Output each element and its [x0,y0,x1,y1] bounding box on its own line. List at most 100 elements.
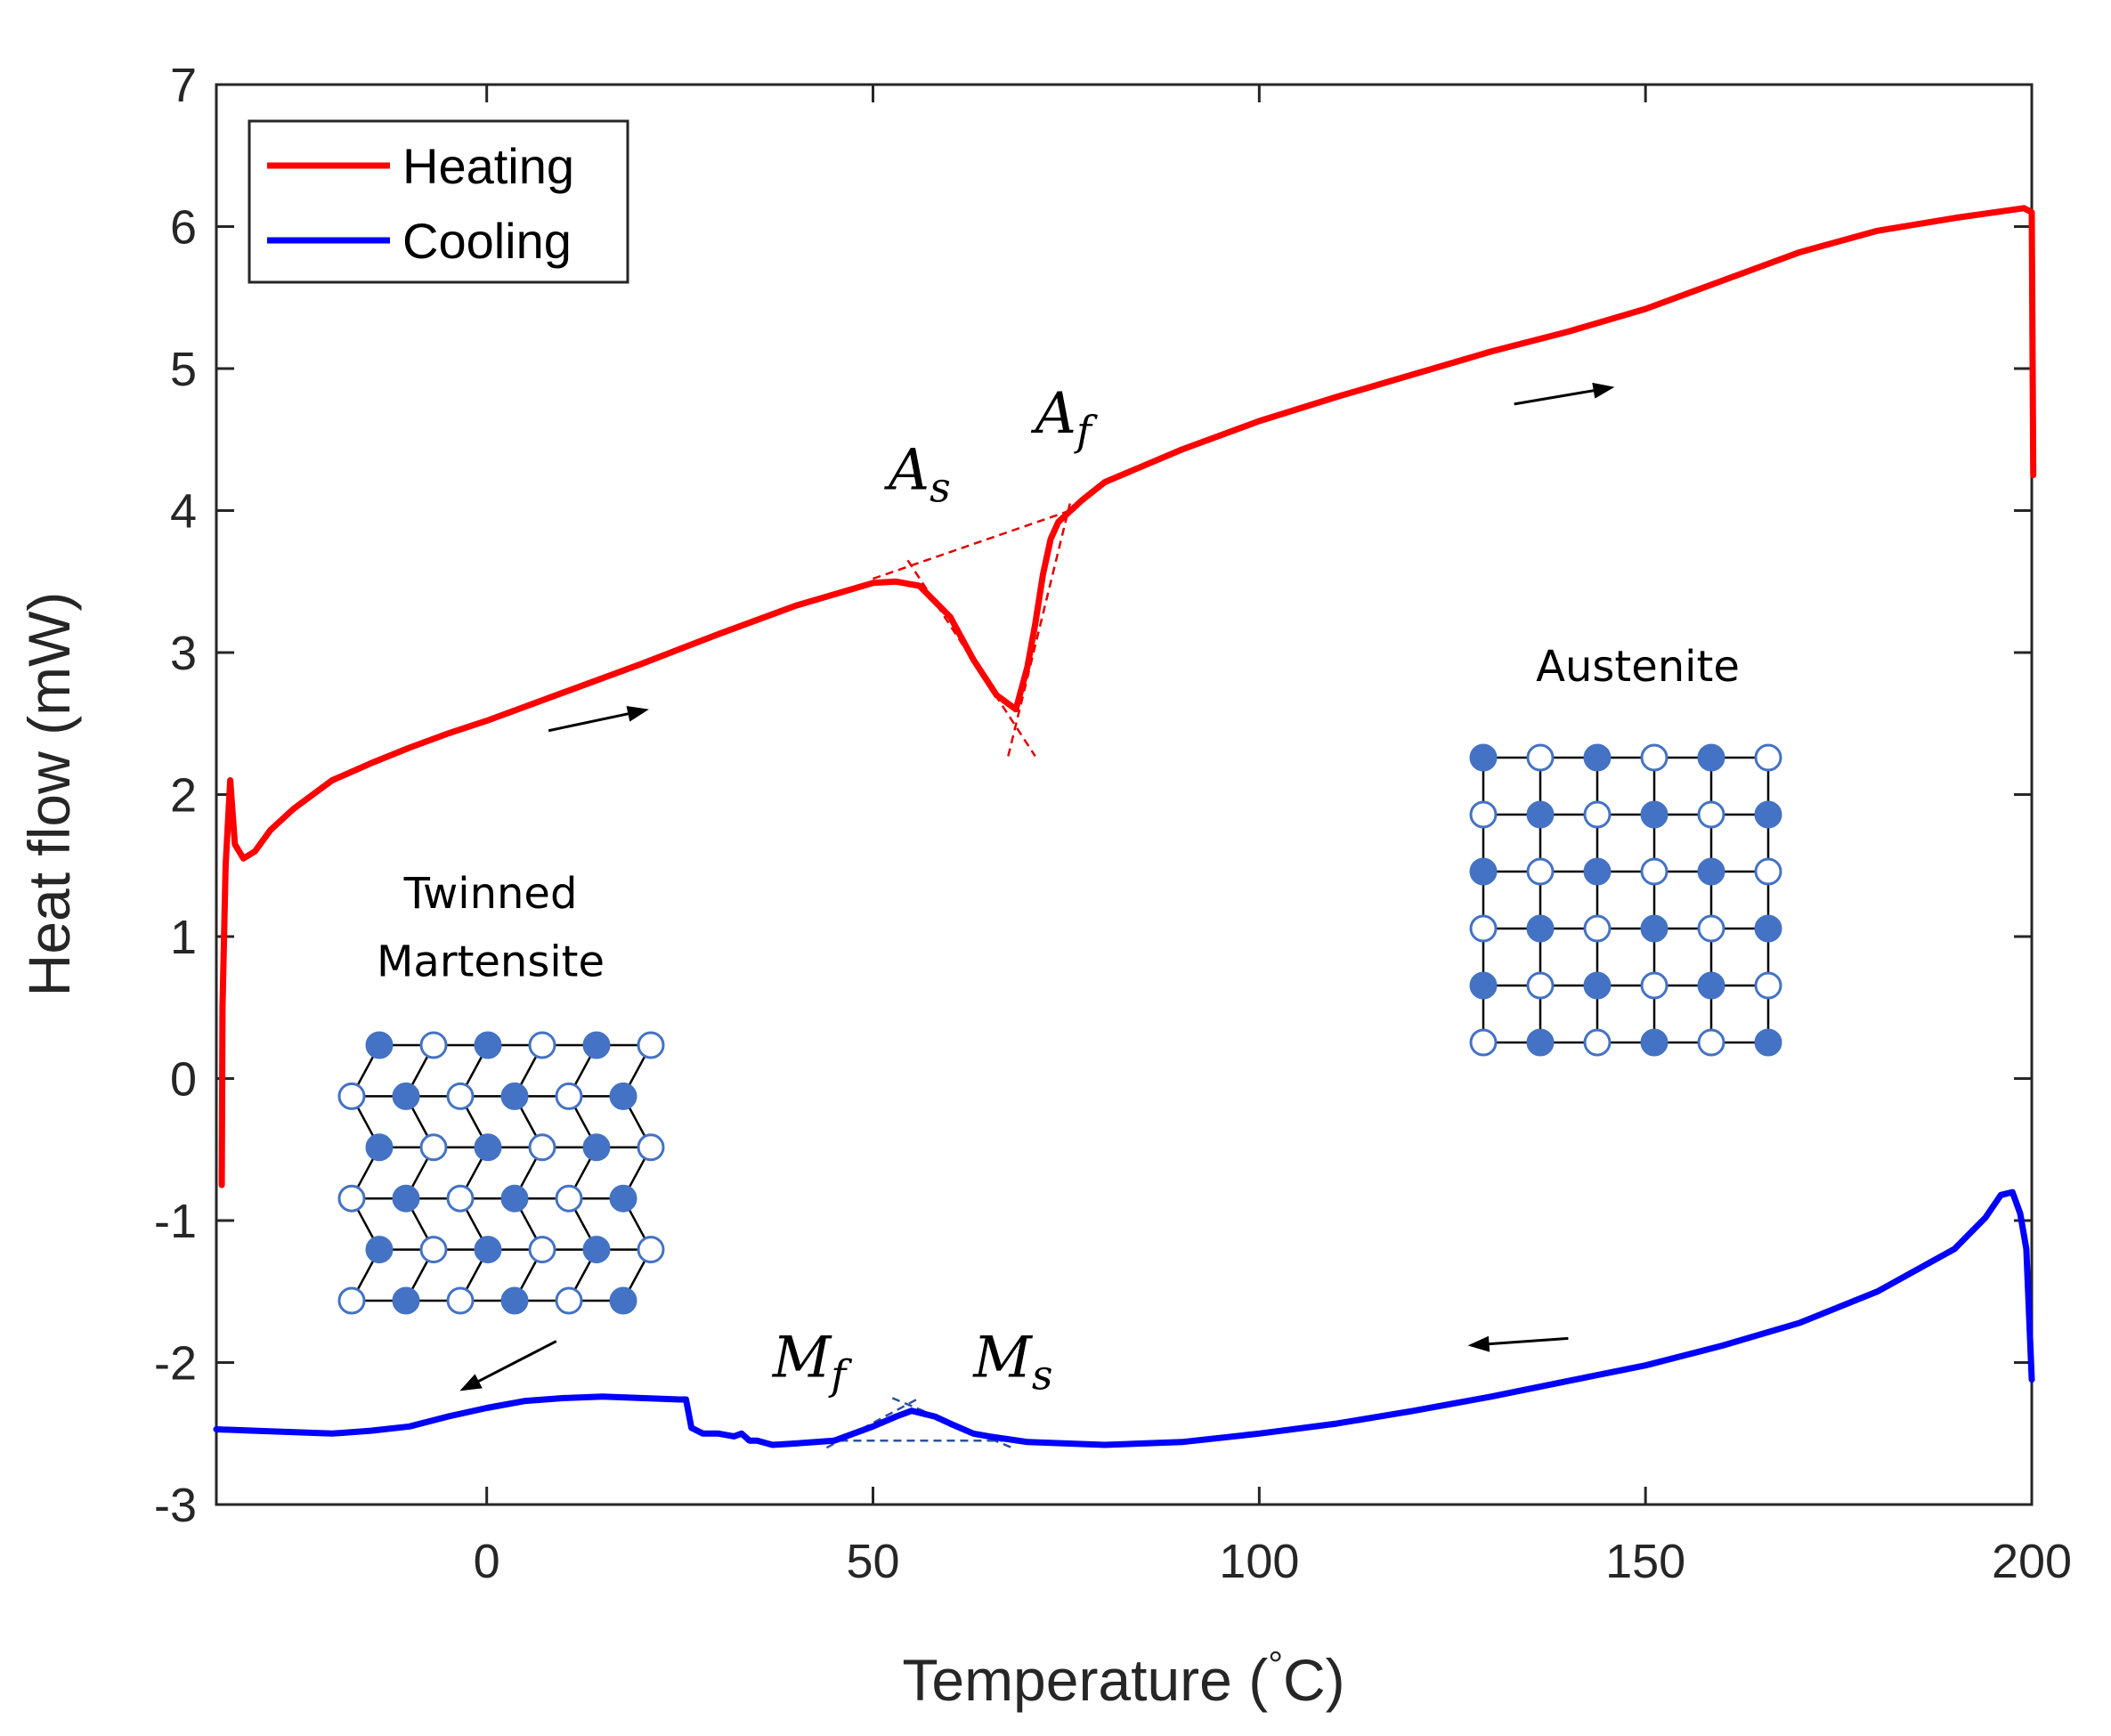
ms-label: Ms [972,1325,1052,1399]
direction-arrow-shaft [548,712,629,733]
austenite-atom [1469,1028,1498,1057]
x-axis-title-main: Temperature ( [902,1647,1268,1713]
direction-arrows [459,382,1615,1391]
heating-tangent-line [906,559,1036,758]
heating-series-line [218,205,2037,1188]
martensite-atom [392,1184,420,1213]
x-axis-title: Temperature (°C) [902,1643,1344,1713]
austenite-atom [1640,857,1669,886]
austenite-label: Austenite [1536,642,1740,692]
martensite-atom [337,1184,366,1213]
martensite-atom [637,1236,665,1264]
y-tick-label: 7 [170,59,197,112]
martensite-atom [446,1184,475,1213]
austenite-atom [1583,857,1612,886]
austenite-atom [1754,743,1782,772]
austenite-atom [1697,971,1725,1000]
x-tick-labels: 0 50 100 150 200 [474,1535,2072,1588]
austenite-atom [1469,743,1498,772]
austenite-atom [1640,914,1669,943]
cooling-series-line [213,1188,2035,1448]
martensite-atom [609,1082,637,1110]
direction-arrow-head [1592,382,1615,399]
martensite-atom [392,1286,420,1315]
x-axis-title-unit: C) [1283,1647,1345,1713]
austenite-atom [1697,914,1725,943]
legend-cooling-label: Cooling [402,213,572,269]
austenite-atom [1526,971,1555,1000]
austenite-atom [1640,1028,1669,1057]
austenite-atom [1640,800,1669,829]
austenite-atom [1469,800,1498,829]
y-tick-label: 6 [170,201,197,255]
austenite-atom [1526,914,1555,943]
martensite-atom [446,1082,475,1110]
austenite-atom [1697,857,1725,886]
martensite-atom [474,1236,502,1264]
martensite-atom [528,1031,556,1059]
martensite-atom [500,1286,529,1315]
austenite-atom [1697,800,1725,829]
martensite-atom [474,1031,502,1059]
plot-area-frame [215,83,2034,1506]
martensite-atom [555,1184,583,1213]
martensite-atom [555,1082,583,1110]
austenite-atom [1526,857,1555,886]
direction-arrow-shaft [477,1340,557,1383]
austenite-atom [1583,800,1612,829]
y-tick-label: 4 [170,485,197,539]
y-tick-label: -3 [154,1479,197,1532]
martensite-atom [555,1286,583,1315]
x-tick-label: 100 [1219,1535,1299,1588]
austenite-atom [1583,743,1612,772]
austenite-atom [1583,914,1612,943]
austenite-atom [1469,857,1498,886]
x-tick-label: 50 [846,1535,899,1588]
austenite-atom [1754,1028,1782,1057]
y-tick-label: 5 [170,343,197,396]
austenite-atom [1469,971,1498,1000]
martensite-lattice-diagram [337,1031,665,1315]
austenite-atom [1754,971,1782,1000]
austenite-atom [1526,800,1555,829]
martensite-label-line2: Martensite [377,937,605,987]
martensite-atom [392,1082,420,1110]
austenite-atom [1754,914,1782,943]
martensite-atom [609,1286,637,1315]
martensite-atom [419,1236,448,1264]
martensite-atom [337,1286,366,1315]
direction-arrow-shaft [1489,1336,1569,1346]
martensite-atom [637,1031,665,1059]
austenite-atom [1526,743,1555,772]
martensite-atom [609,1184,637,1213]
direction-arrow-shaft [1514,389,1595,406]
direction-arrow-head [626,705,649,722]
martensite-atom [474,1133,502,1162]
martensite-atom [582,1236,611,1264]
x-tick-label: 150 [1605,1535,1685,1588]
martensite-atom [500,1184,529,1213]
austenite-atom [1583,1028,1612,1057]
austenite-atom [1640,743,1669,772]
direction-arrow-head [1467,1335,1490,1352]
martensite-atom [365,1133,394,1162]
martensite-atom [500,1082,529,1110]
legend-heating-label: Heating [402,138,574,194]
direction-arrow-head [459,1374,483,1391]
martensite-atom [637,1133,665,1162]
martensite-atom [528,1133,556,1162]
x-axis-title-degree: ° [1268,1643,1283,1685]
martensite-label-line1: Twinned [403,869,578,919]
martensite-atom [337,1082,366,1110]
y-tick-label: 3 [170,627,197,680]
martensite-atom [419,1031,448,1059]
martensite-atom [365,1031,394,1059]
martensite-atom [528,1236,556,1264]
y-tick-label: 2 [170,769,197,823]
y-tick-label: -1 [154,1195,197,1248]
y-tick-label: 1 [170,911,197,964]
legend: Heating Cooling [248,119,629,284]
martensite-atom [582,1133,611,1162]
legend-box [248,119,629,284]
